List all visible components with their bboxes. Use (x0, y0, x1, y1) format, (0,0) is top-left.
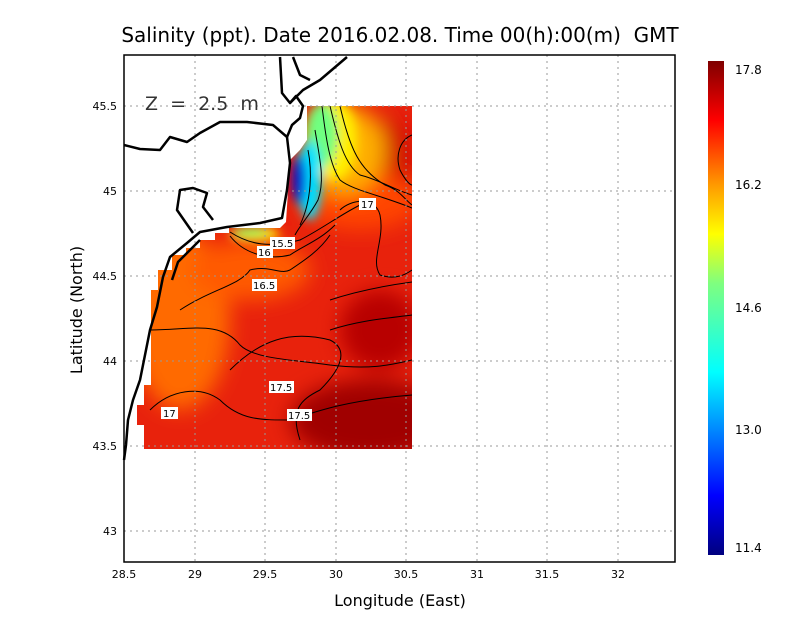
grid (124, 55, 675, 562)
colorbar-tick-label: 14.6 (735, 301, 762, 315)
x-tick-label: 28.5 (112, 568, 137, 581)
y-axis-label: Latitude (North) (67, 246, 86, 374)
colorbar-tick-label: 17.8 (735, 63, 762, 77)
contour-label: 16 (258, 248, 271, 259)
contour-label: 17.5 (270, 383, 292, 394)
contour-label: 17.5 (288, 411, 310, 422)
contour-label: 16.5 (253, 281, 275, 292)
coastline (122, 56, 348, 461)
x-tick-label: 29.5 (253, 568, 278, 581)
y-tick-label: 43 (103, 525, 117, 538)
colorbar-tick-labels: 17.8 16.2 14.6 13.0 11.4 (735, 63, 762, 555)
contour-label-group: 17 15.5 16 16.5 17.5 17.5 17 (161, 198, 376, 422)
x-tick-labels: 28.5 29 29.5 30 30.5 31 31.5 32 (112, 568, 625, 581)
contour-label: 17 (163, 409, 176, 420)
colorbar-tick-label: 13.0 (735, 423, 762, 437)
colorbar (708, 61, 724, 555)
x-tick-label: 31.5 (535, 568, 560, 581)
colorbar-tick-label: 16.2 (735, 178, 762, 192)
y-tick-label: 44 (103, 355, 117, 368)
contour-label: 17 (361, 200, 374, 211)
x-tick-label: 30.5 (394, 568, 419, 581)
contour-label: 15.5 (271, 239, 293, 250)
y-tick-label: 43.5 (93, 440, 118, 453)
y-tick-label: 44.5 (93, 270, 118, 283)
depth-annotation: Z = 2.5 m (145, 93, 259, 115)
x-tick-label: 31 (470, 568, 484, 581)
y-tick-label: 45.5 (93, 100, 118, 113)
x-tick-label: 32 (611, 568, 625, 581)
contour-lines (149, 106, 412, 441)
y-tick-labels: 43 43.5 44 44.5 45 45.5 (93, 100, 118, 538)
plot-frame (123, 54, 676, 563)
y-tick-label: 45 (103, 185, 117, 198)
salinity-field (137, 106, 412, 449)
chart-title: Salinity (ppt). Date 2016.02.08. Time 00… (121, 23, 679, 47)
x-tick-label: 30 (329, 568, 343, 581)
x-axis-label: Longitude (East) (334, 591, 466, 610)
colorbar-tick-label: 11.4 (735, 541, 762, 555)
x-tick-label: 29 (188, 568, 202, 581)
